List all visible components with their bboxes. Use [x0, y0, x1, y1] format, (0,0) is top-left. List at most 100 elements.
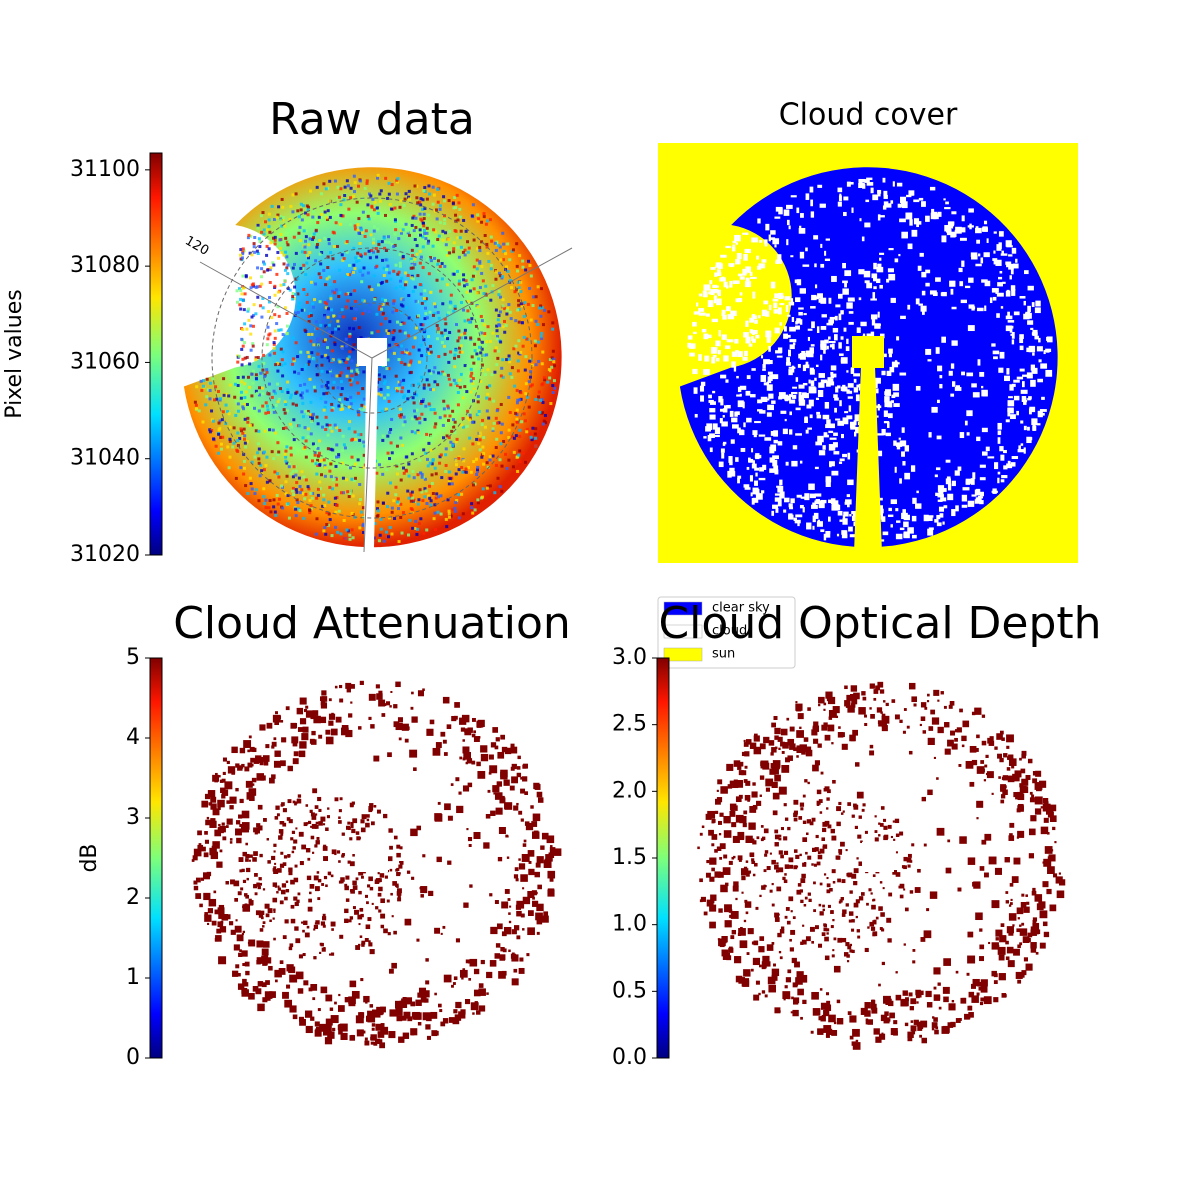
pixel-noise — [477, 409, 481, 413]
pixel-noise — [323, 466, 327, 470]
pixel-noise — [306, 411, 310, 415]
pixel-noise — [396, 500, 400, 504]
cloud-pixel — [338, 820, 342, 824]
cloud-pixel — [295, 938, 301, 944]
cloud-pixel — [716, 298, 722, 306]
pixel-noise — [250, 315, 254, 319]
pixel-noise — [339, 203, 343, 207]
cloud-pixel — [272, 714, 281, 723]
cloud-pixel — [364, 937, 369, 942]
cloud-pixel — [255, 910, 261, 916]
pixel-noise — [296, 310, 300, 314]
cloud-pixel — [355, 831, 360, 835]
pixel-noise — [263, 502, 267, 506]
pixel-noise — [463, 364, 467, 368]
pixel-noise — [451, 418, 455, 422]
pixel-noise — [541, 401, 545, 405]
pixel-noise — [217, 428, 221, 432]
cloud-pixel — [350, 701, 353, 704]
pixel-noise — [446, 498, 450, 502]
cloud-pixel — [417, 1021, 422, 1026]
pixel-noise — [332, 477, 336, 481]
cloud-pixel — [895, 533, 903, 540]
pixel-noise — [433, 380, 437, 384]
pixel-noise — [264, 506, 268, 510]
cloud-pixel — [380, 924, 385, 929]
cloud-pixel — [511, 929, 517, 935]
pixel-noise — [530, 383, 534, 387]
cloud-pixel — [913, 703, 917, 707]
cloud-pixel — [492, 785, 500, 793]
pixel-noise — [390, 183, 394, 187]
pixel-noise — [257, 237, 261, 241]
pixel-noise — [495, 409, 499, 413]
cloud-pixel — [971, 383, 977, 388]
pixel-noise — [313, 327, 317, 331]
cloud-pixel — [193, 848, 202, 857]
cloud-pixel — [536, 903, 544, 912]
pixel-noise — [267, 506, 271, 510]
pixel-noise — [433, 305, 437, 309]
pixel-noise — [522, 314, 526, 318]
cloud-pixel — [976, 488, 981, 496]
pixel-noise — [279, 328, 283, 332]
pixel-noise — [241, 274, 245, 278]
pixel-noise — [295, 390, 299, 394]
pixel-noise — [312, 210, 316, 214]
pixel-noise — [410, 274, 414, 278]
cloud-pixel — [888, 507, 892, 512]
pixel-noise — [302, 475, 306, 479]
pixel-noise — [276, 472, 280, 476]
cloud-pixel — [782, 428, 788, 435]
pixel-noise — [288, 288, 292, 292]
pixel-noise — [533, 339, 537, 343]
cloud-pixel — [757, 399, 763, 404]
pixel-noise — [304, 409, 308, 413]
cloud-pixel — [967, 225, 974, 228]
pixel-noise — [349, 395, 353, 399]
cloud-pixel — [282, 935, 287, 940]
pixel-noise — [465, 283, 469, 287]
pixel-noise — [478, 249, 482, 253]
cloud-pixel — [486, 971, 493, 979]
cloud-pixel — [305, 804, 309, 807]
cloud-pixel — [962, 487, 970, 491]
pixel-noise — [381, 472, 385, 476]
pixel-noise — [340, 404, 344, 408]
pixel-noise — [494, 308, 498, 312]
cloud-pixel — [277, 885, 280, 888]
cloud-pixel — [1028, 396, 1032, 400]
cloud-pixel — [368, 940, 371, 943]
cloud-pixel — [259, 724, 266, 731]
cloud-pixel — [779, 322, 782, 326]
cloud-pixel — [254, 892, 258, 896]
cloud-pixel — [789, 344, 795, 350]
cloud-pixel — [312, 788, 318, 794]
cloud-pixel — [941, 235, 947, 243]
cloud-pixel — [817, 519, 820, 526]
cloud-pixel — [350, 889, 355, 894]
pixel-noise — [474, 324, 478, 328]
cloud-pixel — [536, 791, 543, 798]
pixel-noise — [250, 372, 254, 376]
pixel-noise — [294, 292, 298, 296]
pixel-noise — [289, 446, 293, 450]
cloud-pixel — [842, 909, 847, 914]
pixel-noise — [400, 344, 404, 348]
pixel-noise — [413, 184, 417, 188]
cloud-pixel — [1036, 423, 1041, 426]
cloud-pixel — [762, 364, 766, 369]
pixel-noise — [410, 430, 414, 434]
pixel-noise — [243, 441, 247, 445]
cloud-pixel — [753, 735, 760, 742]
pixel-noise — [482, 436, 486, 440]
cloud-pixel — [723, 281, 728, 288]
pixel-noise — [300, 250, 304, 254]
cloud-pixel — [832, 779, 836, 784]
cloud-pixel — [795, 433, 802, 436]
cloud-pixel — [527, 927, 535, 936]
cloud-pixel — [463, 751, 472, 760]
cloud-pixel — [513, 874, 519, 879]
cloud-pixel — [371, 1027, 375, 1031]
cloud-pixel — [993, 997, 999, 1003]
